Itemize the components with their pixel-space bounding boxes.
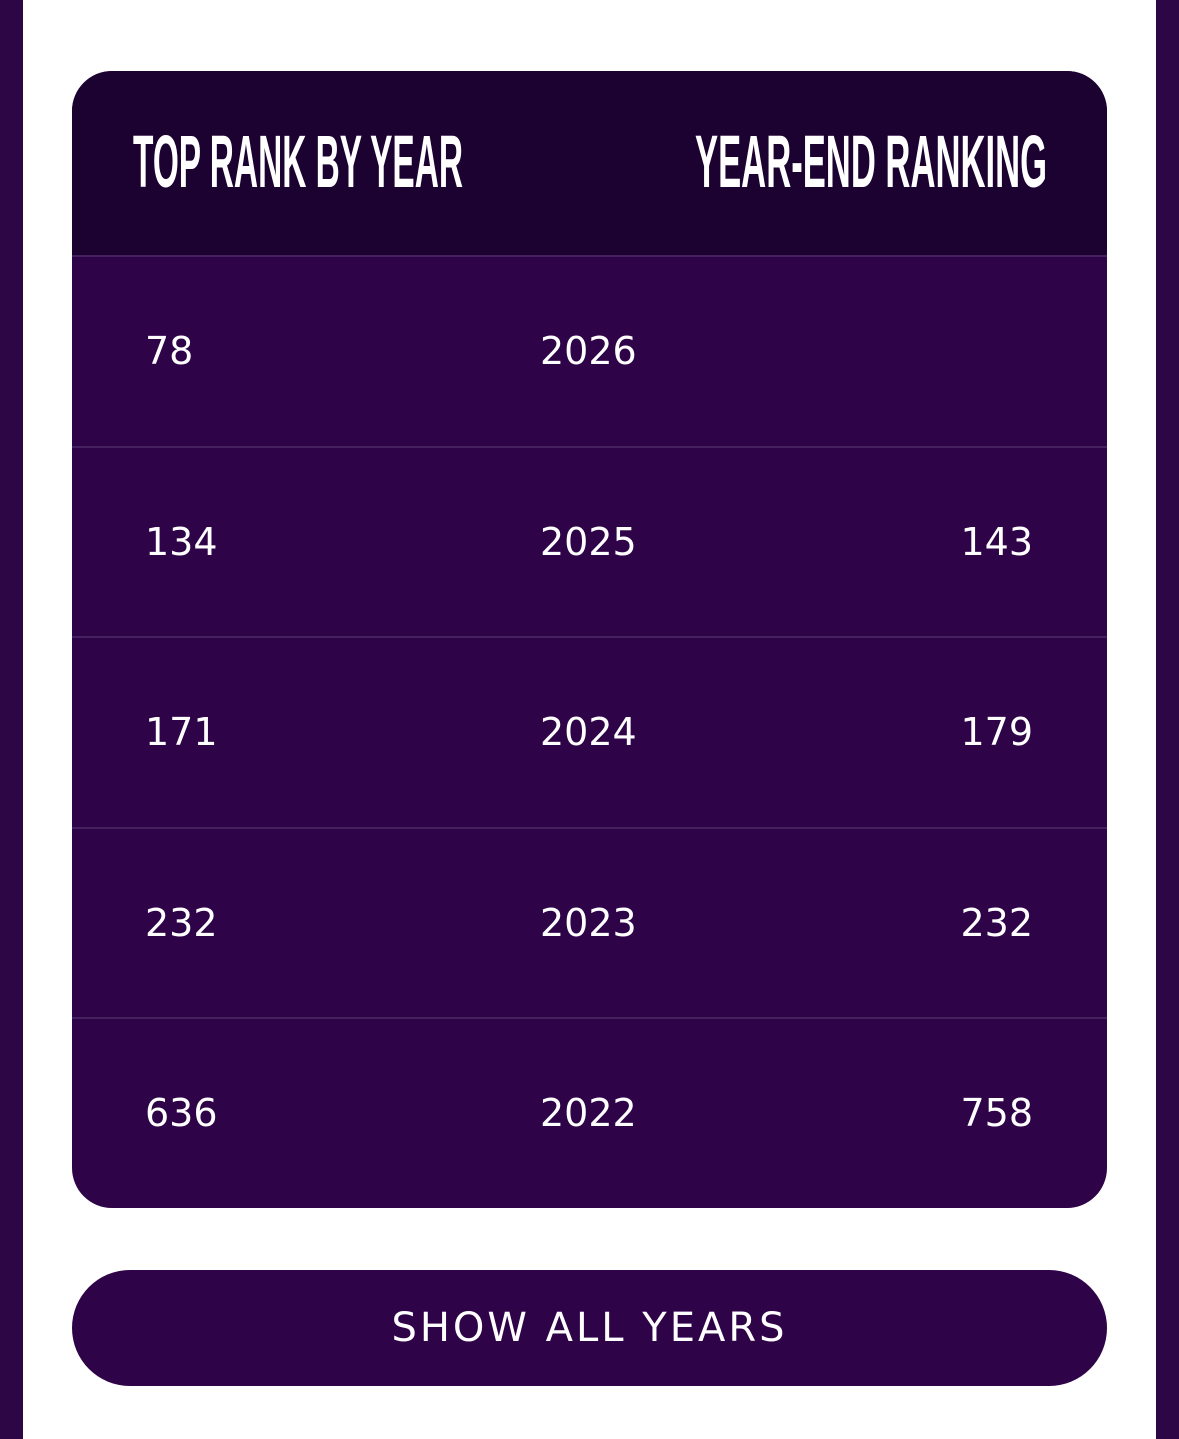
table-cell: 2025 <box>540 519 637 564</box>
header-cell: TOP RANK BY YEAR <box>133 120 463 203</box>
table-cell: 2026 <box>540 329 637 373</box>
table-cell: 2023 <box>540 900 637 945</box>
table-cell: 232 <box>145 900 218 945</box>
table-row: 171 2024 179 <box>72 636 1107 826</box>
table-cell: 134 <box>145 519 218 564</box>
table-row: 134 2025 143 <box>72 445 1107 636</box>
table-header: TOP RANK BY YEAR YEAR-END RANKING <box>72 71 1107 255</box>
table-row: 232 2023 232 <box>72 826 1107 1017</box>
header-text-layer: TOP RANK BY YEAR YEAR-END RANKING <box>133 120 1047 203</box>
table-row: 78 2026 <box>72 255 1107 445</box>
table-cell: 758 <box>960 1091 1033 1136</box>
ranking-table: TOP RANK BY YEAR YEAR-END RANKING 78 2026… <box>72 71 1107 1208</box>
header-cell: YEAR-END RANKING <box>695 120 1047 203</box>
table-cell: 232 <box>960 900 1033 945</box>
table-cell: 2022 <box>540 1091 637 1136</box>
table-cell: 636 <box>145 1091 218 1136</box>
table-cell: 2024 <box>540 710 637 755</box>
table-cell: 171 <box>145 710 218 755</box>
table-cell: 143 <box>960 519 1033 564</box>
table-row: 636 2022 758 <box>72 1017 1107 1207</box>
table-cell: 179 <box>960 710 1033 755</box>
show-all-button[interactable]: SHOW ALL YEARS <box>72 1270 1107 1386</box>
table-cell: 78 <box>145 329 194 373</box>
